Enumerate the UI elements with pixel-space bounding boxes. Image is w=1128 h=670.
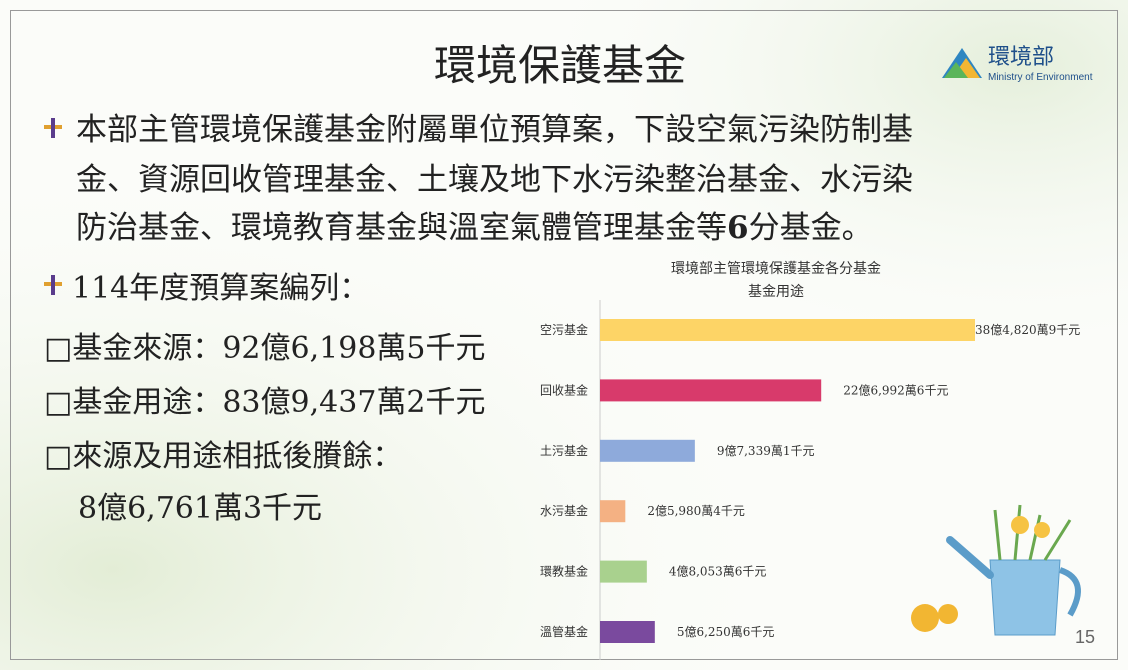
bar (600, 440, 695, 462)
value-label: 38億4,820萬9千元 (975, 323, 1080, 337)
title: 環境保護基金 (434, 41, 686, 90)
text: 防治基金、環境教育基金與溫室氣體管理基金等 (76, 210, 727, 246)
paragraph-line: 防治基金、環境教育基金與溫室氣體管理基金等6分基金。 (76, 210, 873, 246)
budget-item: □基金來源：92億6,198萬5千元 (44, 331, 486, 366)
paragraph-line: 本部主管環境保護基金附屬單位預算案，下設空氣污染防制基 (76, 112, 913, 148)
bar (600, 500, 625, 522)
slide: 環境保護基金 環境部 Ministry of Environment 本部主管環… (0, 0, 1128, 670)
logo-subtitle: Ministry of Environment (988, 72, 1093, 83)
page-number: 15 (1075, 627, 1095, 647)
bar (600, 379, 821, 401)
category-label: 土污基金 (540, 443, 588, 458)
budget-item: □基金用途：83億9,437萬2千元 (44, 385, 486, 420)
category-label: 環教基金 (540, 564, 588, 579)
category-label: 回收基金 (540, 382, 588, 397)
budget-item: □來源及用途相抵後賸餘： (44, 439, 402, 474)
logo-name: 環境部 (988, 45, 1054, 70)
category-label: 溫管基金 (540, 624, 588, 639)
chart-title: 環境部主管環境保護基金各分基金 (671, 260, 881, 277)
bar (600, 621, 655, 643)
paragraph-line: 金、資源回收管理基金、土壤及地下水污染整治基金、水污染 (76, 162, 913, 198)
bar (600, 561, 647, 583)
value-label: 9億7,339萬1千元 (717, 444, 815, 458)
category-label: 水污基金 (540, 503, 588, 518)
text: 6 (727, 210, 749, 246)
bar (600, 319, 975, 341)
category-label: 空污基金 (540, 322, 588, 337)
chart-title: 基金用途 (748, 283, 804, 300)
text: 分基金。 (749, 210, 873, 246)
value-label: 22億6,992萬6千元 (843, 383, 948, 397)
budget-heading: 114年度預算案編列： (72, 271, 369, 306)
value-label: 5億6,250萬6千元 (677, 625, 775, 639)
value-label: 4億8,053萬6千元 (669, 565, 767, 579)
value-label: 2億5,980萬4千元 (647, 504, 745, 518)
surplus: 8億6,761萬3千元 (78, 491, 322, 526)
